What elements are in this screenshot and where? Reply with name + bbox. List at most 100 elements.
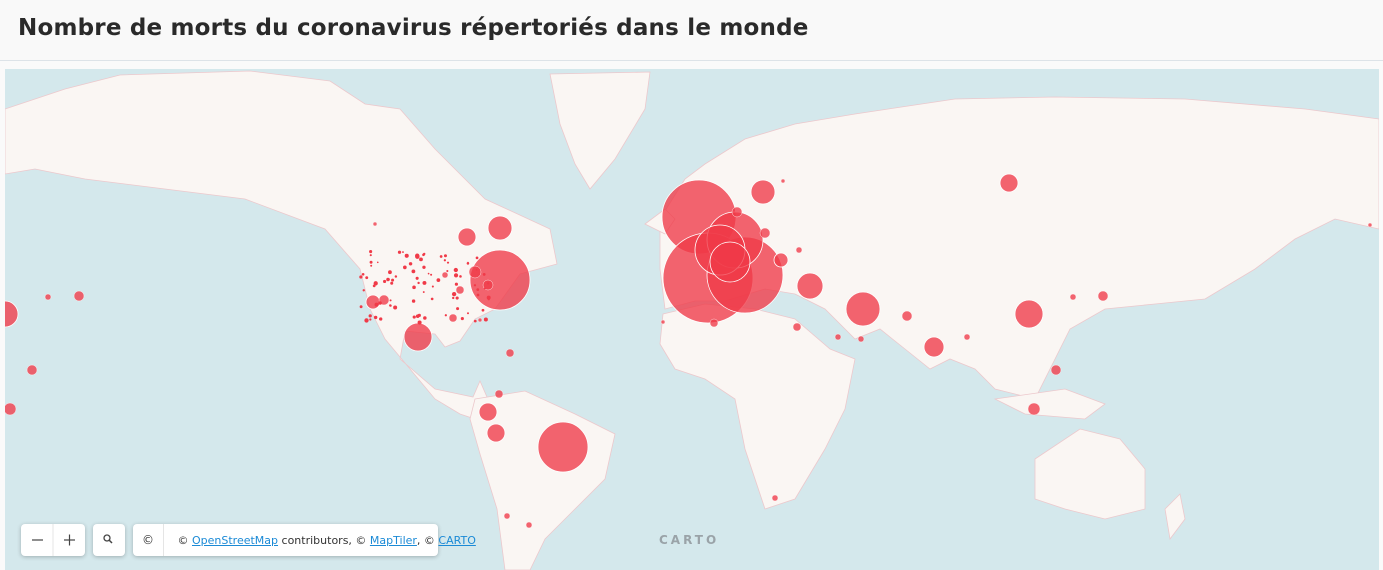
bubble[interactable]	[403, 322, 433, 352]
bubble[interactable]	[494, 389, 504, 399]
bubble[interactable]	[446, 270, 449, 273]
bubble[interactable]	[455, 285, 465, 295]
bubble[interactable]	[397, 250, 402, 254]
bubble[interactable]	[448, 313, 458, 323]
bubble[interactable]	[771, 494, 779, 502]
bubble[interactable]	[660, 319, 666, 325]
bubble[interactable]	[443, 259, 446, 262]
bubble[interactable]	[411, 299, 416, 303]
bubble[interactable]	[750, 179, 776, 205]
bubble[interactable]	[478, 402, 498, 422]
bubble[interactable]	[1027, 402, 1041, 416]
bubble[interactable]	[454, 282, 458, 286]
bubble[interactable]	[362, 289, 365, 292]
bubble[interactable]	[383, 279, 387, 284]
bubble[interactable]	[26, 364, 38, 376]
info-button[interactable]: ©	[133, 524, 164, 556]
bubble[interactable]	[503, 512, 511, 520]
bubble[interactable]	[388, 270, 392, 275]
bubble[interactable]	[457, 227, 477, 247]
bubble[interactable]	[773, 252, 789, 268]
bubble[interactable]	[373, 281, 378, 286]
carto-link[interactable]: CARTO	[438, 534, 476, 547]
bubble[interactable]	[436, 278, 441, 282]
bubble[interactable]	[423, 316, 427, 320]
bubble[interactable]	[780, 178, 786, 184]
bubble[interactable]	[460, 317, 464, 321]
bubble[interactable]	[427, 272, 430, 275]
bubble[interactable]	[473, 319, 477, 323]
bubble[interactable]	[361, 272, 365, 276]
bubble[interactable]	[475, 269, 478, 271]
bubble[interactable]	[403, 265, 407, 270]
bubble[interactable]	[466, 262, 470, 265]
bubble[interactable]	[393, 305, 398, 310]
bubble[interactable]	[453, 273, 459, 278]
bubble[interactable]	[486, 423, 506, 443]
bubble[interactable]	[444, 314, 447, 317]
bubble[interactable]	[482, 279, 494, 291]
bubble[interactable]	[453, 267, 458, 273]
bubble[interactable]	[359, 275, 363, 279]
bubble[interactable]	[422, 253, 425, 257]
bubble[interactable]	[415, 314, 420, 318]
bubble[interactable]	[792, 322, 802, 332]
bubble[interactable]	[422, 280, 427, 285]
bubble[interactable]	[422, 265, 426, 269]
bubble[interactable]	[483, 287, 486, 290]
bubble[interactable]	[388, 278, 390, 281]
bubble[interactable]	[422, 291, 425, 294]
bubble[interactable]	[431, 285, 434, 288]
bubble[interactable]	[451, 291, 457, 297]
bubble[interactable]	[466, 312, 469, 315]
maptiler-link[interactable]: MapTiler	[369, 534, 417, 547]
bubble[interactable]	[845, 291, 881, 327]
bubble[interactable]	[370, 264, 373, 267]
bubble[interactable]	[456, 307, 460, 311]
map[interactable]	[5, 69, 1379, 570]
bubble[interactable]	[487, 298, 490, 301]
bubble[interactable]	[537, 421, 589, 473]
bubble[interactable]	[415, 276, 419, 280]
osm-link[interactable]: OpenStreetMap	[192, 534, 279, 547]
bubble[interactable]	[1014, 299, 1044, 329]
bubble[interactable]	[481, 308, 485, 312]
bubble[interactable]	[379, 317, 383, 321]
bubble[interactable]	[455, 296, 459, 300]
bubble[interactable]	[469, 249, 531, 311]
bubble[interactable]	[525, 521, 533, 529]
bubble[interactable]	[476, 293, 480, 297]
bubble[interactable]	[430, 297, 434, 301]
bubble[interactable]	[487, 282, 490, 285]
bubble[interactable]	[1367, 222, 1373, 228]
bubble[interactable]	[365, 294, 381, 310]
bubble[interactable]	[369, 250, 373, 254]
bubble[interactable]	[5, 300, 19, 328]
bubble[interactable]	[443, 254, 447, 258]
bubble[interactable]	[5, 402, 17, 416]
bubble[interactable]	[415, 253, 420, 258]
bubble[interactable]	[475, 256, 479, 260]
bubble[interactable]	[359, 305, 363, 309]
bubble[interactable]	[452, 296, 455, 300]
bubble[interactable]	[391, 278, 395, 282]
bubble[interactable]	[486, 295, 491, 300]
bubble[interactable]	[364, 318, 369, 323]
bubble[interactable]	[834, 333, 842, 341]
bubble[interactable]	[473, 284, 477, 287]
bubble[interactable]	[394, 275, 398, 278]
bubble[interactable]	[373, 315, 378, 320]
bubble[interactable]	[412, 315, 416, 319]
bubble[interactable]	[44, 293, 52, 301]
bubble[interactable]	[857, 335, 865, 343]
bubble[interactable]	[963, 333, 971, 341]
bubble[interactable]	[901, 310, 913, 322]
bubble[interactable]	[365, 276, 369, 280]
bubble[interactable]	[372, 221, 378, 227]
bubble[interactable]	[369, 318, 372, 321]
bubble[interactable]	[923, 336, 945, 358]
bubble[interactable]	[999, 173, 1019, 193]
bubble[interactable]	[468, 265, 482, 279]
bubble[interactable]	[795, 246, 803, 254]
bubble[interactable]	[411, 269, 416, 274]
